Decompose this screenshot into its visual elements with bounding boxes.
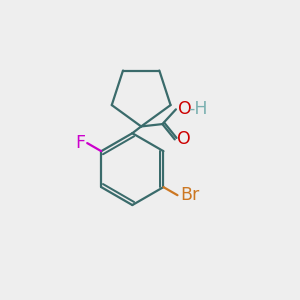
Text: -H: -H bbox=[188, 100, 208, 118]
Text: F: F bbox=[75, 134, 85, 152]
Text: Br: Br bbox=[180, 186, 199, 204]
Text: O: O bbox=[178, 100, 191, 118]
Text: O: O bbox=[177, 130, 190, 148]
